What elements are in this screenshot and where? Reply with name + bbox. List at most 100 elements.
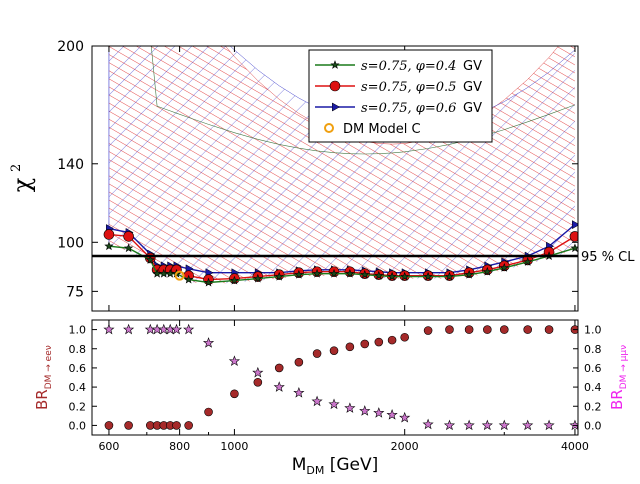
bottom-right-ylabel: BRDM → μμν [608, 345, 629, 410]
series-0-point-25 [523, 257, 533, 266]
br-eev-point-23 [483, 325, 492, 334]
br-mumunu-point-18 [386, 409, 398, 420]
bot-ytick-label-5: 1.0 [69, 324, 87, 337]
top-ytick-label-0: 75 [66, 284, 84, 300]
br-mumunu-point-14 [328, 398, 340, 410]
series-0-point-23 [482, 266, 492, 276]
br-mumunu-point-6 [170, 323, 183, 335]
uncertainty-bands [108, 46, 576, 285]
br-eev-point-1 [124, 421, 133, 430]
br-eev-point-14 [329, 346, 339, 355]
br-eev-point-25 [523, 325, 532, 334]
br-eev-point-24 [499, 325, 509, 334]
br-eev-point-13 [312, 349, 322, 358]
br-mumunu-point-16 [359, 405, 371, 416]
br-eev-point-8 [204, 407, 213, 417]
br-mumunu-point-22 [463, 419, 475, 431]
br-eev-point-22 [464, 325, 474, 334]
series-1-point-27 [569, 231, 578, 242]
bot-xtick-label-1: 800 [169, 440, 190, 453]
br-eev-point-20 [423, 326, 433, 335]
br-mumunu-point-12 [293, 386, 305, 398]
legend: s=0.75, φ=0.4 GV s=0.75, φ=0.5 GV s=0.75, φ=… [308, 49, 493, 143]
dm-model-c-point-0 [174, 270, 185, 281]
br-eev-point-0 [104, 421, 114, 430]
top-ytick-label-3: 200 [57, 39, 84, 55]
br-eev-point-9 [230, 389, 239, 399]
series-1-point-1 [123, 231, 134, 242]
br-eev-point-6 [172, 421, 181, 430]
top-plot-frame [91, 45, 579, 312]
cl-95-label: 95 % CL [581, 250, 635, 265]
series-0-point-1 [123, 243, 134, 253]
bot-ytick-label-0: 0.0 [69, 419, 87, 432]
br-eev-point-17 [374, 337, 384, 347]
bot-xtick-label-2: 1000 [220, 440, 248, 453]
series-0-point-14 [329, 268, 339, 278]
br-mumunu-point-24 [498, 419, 510, 431]
bot-ytick-label-right-0: 0.0 [584, 419, 602, 432]
bot-ytick-label-right-3: 0.6 [584, 362, 602, 375]
bot-xtick-label-4: 4000 [561, 440, 589, 453]
br-mumunu-point-0 [103, 323, 115, 335]
legend-unit-1: GV [463, 80, 482, 95]
series-0-point-9 [229, 275, 240, 285]
legend-label-0: s=0.75, φ=0.4 [361, 59, 456, 74]
br-eev-point-19 [400, 332, 409, 342]
bottom-left-ylabel: BRDM → eeν [33, 345, 54, 410]
top-ytick-label-1: 100 [57, 235, 84, 251]
bot-ytick-label-right-4: 0.8 [584, 343, 602, 356]
series-0-point-16 [360, 269, 370, 279]
series-line-0 [108, 245, 576, 284]
series-0-point-20 [423, 271, 433, 281]
br-eev-point-10 [253, 377, 263, 387]
bottom-plot-frame [91, 319, 579, 436]
br-mumunu-point-9 [228, 355, 240, 366]
legend-label-1: s=0.75, φ=0.5 [361, 80, 456, 95]
legend-marker-2 [332, 102, 341, 112]
x-axis-label: MDM [GeV] [292, 455, 379, 477]
bot-ytick-label-right-5: 1.0 [584, 324, 602, 337]
series-0-point-0 [104, 241, 114, 251]
br-mumunu-point-15 [344, 402, 356, 413]
series-0-point-24 [499, 262, 509, 272]
series-0-point-7 [184, 274, 194, 284]
series-0-point-17 [374, 270, 384, 280]
br-mumunu-point-26 [543, 419, 555, 431]
series-0-point-11 [274, 271, 284, 281]
br-eev-point-18 [387, 335, 397, 345]
legend-marker-3 [324, 123, 334, 133]
bot-ytick-label-3: 0.6 [69, 362, 87, 375]
br-mumunu-point-20 [422, 418, 434, 430]
bot-ytick-label-right-1: 0.2 [584, 400, 602, 413]
br-eev-point-21 [445, 325, 454, 334]
br-mumunu-point-17 [373, 407, 385, 418]
top-ytick-label-2: 140 [57, 157, 84, 173]
series-0-point-10 [253, 273, 263, 283]
br-eev-point-26 [544, 325, 554, 334]
bot-xtick-label-3: 2000 [391, 440, 419, 453]
br-eev-point-7 [184, 421, 193, 430]
series-0-point-18 [387, 271, 397, 281]
br-eev-point-16 [360, 339, 370, 349]
series-0-point-12 [294, 269, 304, 279]
top-ylabel: χ [8, 177, 36, 192]
bot-ytick-label-4: 0.8 [69, 343, 87, 356]
br-eev-point-15 [345, 342, 355, 352]
series-0-point-15 [345, 268, 355, 278]
series-0-point-13 [312, 268, 322, 278]
legend-unit-2: GV [463, 101, 482, 116]
series-0-point-2 [145, 255, 155, 264]
br-mumunu-point-21 [443, 419, 456, 431]
series-1-point-0 [103, 229, 115, 240]
br-mumunu-point-1 [123, 323, 135, 335]
br-eev-point-11 [274, 363, 284, 373]
br-mumunu-point-10 [252, 366, 264, 378]
series-0-point-21 [444, 271, 455, 281]
legend-marker-1 [329, 80, 341, 92]
series-0-point-22 [464, 269, 474, 279]
br-mumunu-point-19 [399, 411, 411, 423]
bot-xtick-label-0: 600 [98, 440, 119, 453]
br-eev-point-12 [294, 357, 304, 367]
